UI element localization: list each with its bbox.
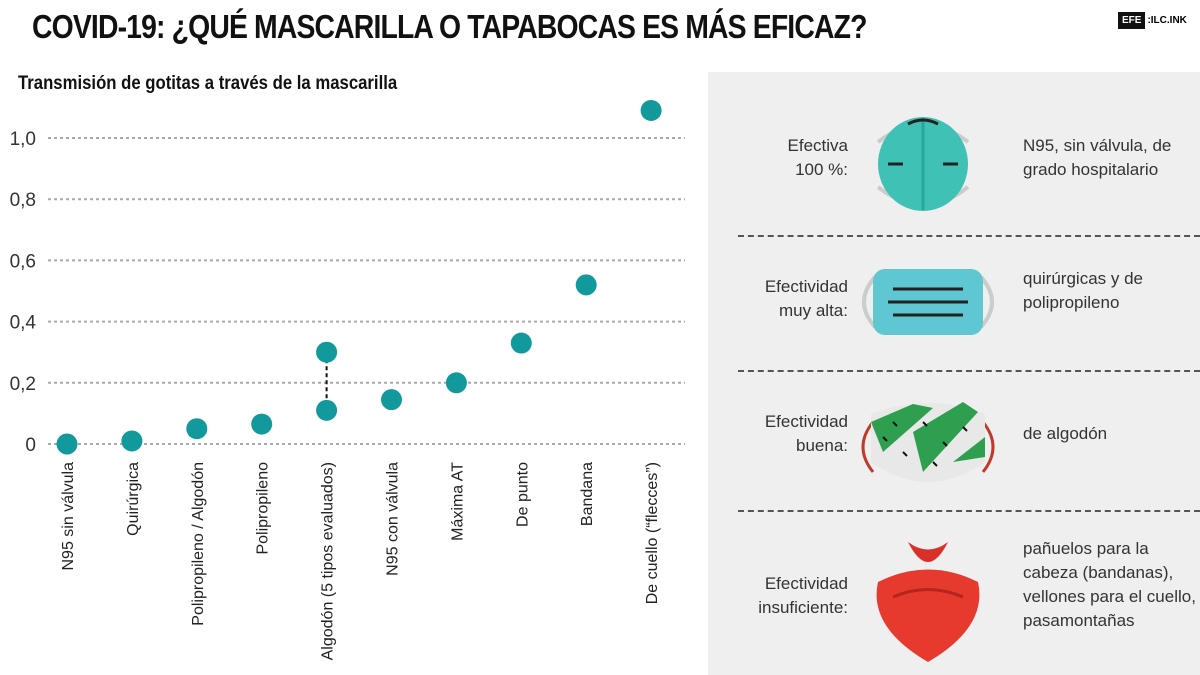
x-tick-label: Polipropileno / Algodón <box>190 462 207 626</box>
page-title: COVID-19: ¿QUÉ MASCARILLA O TAPABOCAS ES… <box>32 8 867 45</box>
data-point <box>316 341 338 363</box>
desc-very-high: quirúrgicas y de polipropileno <box>1023 269 1144 312</box>
y-tick-label: 0 <box>25 435 36 456</box>
desc-good: de algodón <box>1023 424 1108 443</box>
x-tick-label: De punto <box>514 462 531 527</box>
x-tick-label: Algodón (5 tipos evaluados) <box>320 462 337 660</box>
x-tick-label: De cuello (“flecces”) <box>644 462 661 604</box>
data-point <box>56 433 78 455</box>
label-insufficient: Efectividad insuficiente: <box>758 574 848 617</box>
x-tick-label: N95 con válvula <box>385 462 402 576</box>
dot-chart: 0 0,2 0,4 0,6 0,8 1,0 N95 sin válvula Quirúrgic… <box>10 99 685 660</box>
chart-title: Transmisión de gotitas a través de la ma… <box>18 73 398 94</box>
bandana-icon <box>876 542 980 662</box>
x-tick-label: Polipropileno <box>255 462 272 555</box>
data-point <box>186 418 208 440</box>
label-very-high: Efectividad muy alta: <box>764 277 848 320</box>
y-tick-label: 0,6 <box>10 251 36 272</box>
x-tick-label: Quirúrgica <box>125 462 142 536</box>
data-point <box>575 274 597 296</box>
x-tick-label: Máxima AT <box>449 462 466 541</box>
desc-insufficient: pañuelos para la cabeza (bandanas), vell… <box>1023 539 1196 630</box>
data-point <box>316 399 338 421</box>
cotton-mask-icon <box>861 402 995 482</box>
data-point <box>640 99 662 121</box>
data-point <box>381 389 402 411</box>
divider <box>738 370 1200 372</box>
surgical-mask-icon <box>862 269 994 335</box>
effectiveness-panel: Efectiva 100 %: N95, sin válvula, de gra… <box>708 72 1200 675</box>
efe-logo: EFE:ILC.INK <box>1118 12 1187 29</box>
y-tick-label: 0,2 <box>10 374 36 395</box>
y-tick-label: 1,0 <box>10 129 36 150</box>
n95-mask-icon <box>876 117 970 211</box>
label-effective: Efectiva 100 %: <box>787 136 848 179</box>
data-point <box>251 413 273 435</box>
label-good: Efectividad buena: <box>764 412 848 455</box>
x-tick-label: Bandana <box>579 462 596 526</box>
data-point <box>445 372 467 394</box>
y-tick-label: 0,4 <box>10 313 37 334</box>
desc-effective: N95, sin válvula, de grado hospitalario <box>1023 136 1172 179</box>
data-point <box>510 332 532 354</box>
y-tick-label: 0,8 <box>10 190 36 211</box>
divider <box>738 235 1200 237</box>
x-tick-label: N95 sin válvula <box>60 462 77 571</box>
data-point <box>121 430 143 452</box>
divider <box>738 510 1200 512</box>
